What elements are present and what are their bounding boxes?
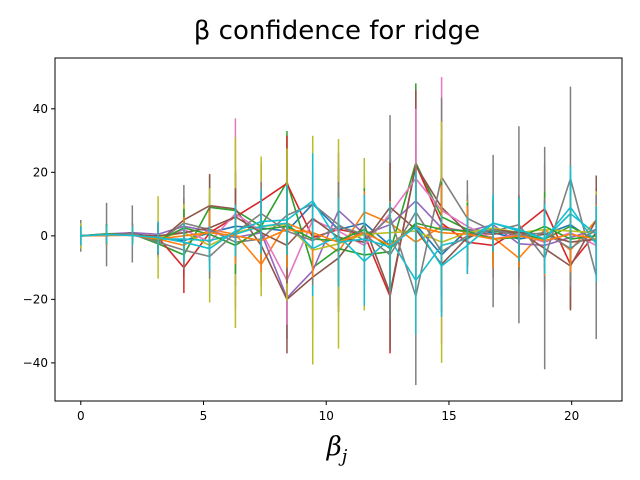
x-axis-label: βj [326,432,348,467]
series-15 [80,153,597,317]
series-line [80,200,597,267]
chart-title-text: β confidence for ridge [194,16,480,46]
x-axis: 0 5 10 15 20 [77,401,579,423]
x-tick-label: 0 [77,409,85,423]
y-tick-label: 40 [33,102,48,116]
y-tick-label: 20 [33,165,48,179]
y-tick-label: 0 [40,229,48,243]
plot-area [80,77,598,386]
x-axis-label-main: β [326,432,342,462]
x-tick-label: 20 [564,409,579,423]
x-tick-label: 15 [441,409,456,423]
y-tick-label: −20 [23,292,48,306]
x-tick-label: 10 [319,409,334,423]
y-tick-label: −40 [23,356,48,370]
y-axis: −40 −20 0 20 40 [23,102,55,370]
chart-title: β confidence for ridge [194,16,480,46]
x-tick-label: 5 [200,409,208,423]
x-axis-label-subscript: j [338,446,348,467]
axes-frame [54,57,623,402]
